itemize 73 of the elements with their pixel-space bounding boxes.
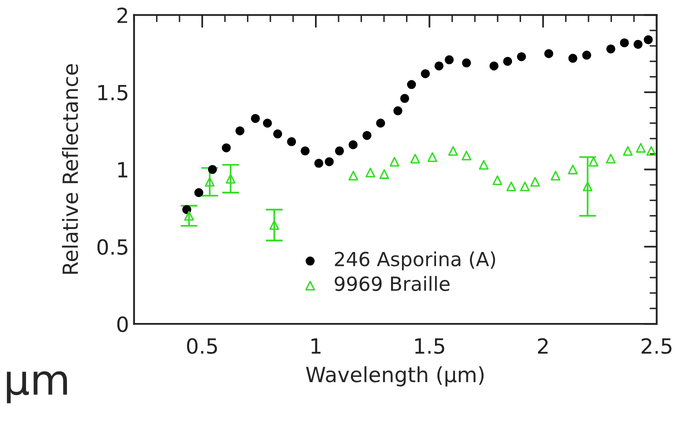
point bbox=[222, 143, 231, 152]
point bbox=[582, 182, 592, 192]
point bbox=[516, 52, 526, 62]
point bbox=[636, 142, 646, 153]
point bbox=[390, 156, 400, 167]
point bbox=[530, 176, 540, 187]
point bbox=[644, 35, 653, 44]
point bbox=[208, 164, 217, 174]
point bbox=[362, 130, 372, 140]
y-axis-title: Relative Reflectance bbox=[62, 64, 78, 274]
point bbox=[606, 44, 616, 54]
point bbox=[478, 160, 489, 170]
point bbox=[300, 146, 310, 156]
point bbox=[444, 55, 454, 64]
x-tick-label: 2.5 bbox=[642, 338, 672, 354]
point bbox=[314, 158, 324, 168]
point bbox=[273, 129, 282, 138]
point bbox=[588, 156, 598, 167]
point bbox=[250, 114, 260, 123]
point bbox=[407, 80, 416, 90]
point bbox=[503, 56, 512, 66]
point bbox=[334, 146, 344, 156]
point bbox=[544, 49, 554, 58]
point bbox=[262, 118, 272, 128]
point bbox=[366, 168, 376, 178]
point bbox=[489, 61, 498, 70]
point bbox=[506, 182, 516, 192]
point bbox=[428, 152, 438, 162]
point bbox=[400, 94, 410, 103]
point bbox=[348, 170, 358, 180]
point bbox=[269, 220, 280, 230]
y-tick-label: 1.5 bbox=[98, 84, 128, 100]
point bbox=[226, 174, 236, 184]
point bbox=[622, 146, 633, 156]
y-tick-label: 0 bbox=[117, 316, 128, 332]
point bbox=[606, 154, 616, 164]
point bbox=[204, 176, 215, 187]
point bbox=[434, 61, 444, 70]
point bbox=[194, 188, 204, 198]
point bbox=[550, 170, 560, 180]
point bbox=[462, 58, 471, 68]
point bbox=[568, 54, 578, 63]
text: µm bbox=[6, 371, 67, 404]
point bbox=[287, 137, 296, 146]
point bbox=[568, 164, 578, 174]
point bbox=[646, 146, 656, 156]
point bbox=[582, 50, 592, 60]
point bbox=[420, 69, 430, 78]
point bbox=[182, 205, 192, 214]
point bbox=[348, 140, 358, 150]
point bbox=[520, 182, 530, 192]
point bbox=[492, 175, 502, 186]
point bbox=[393, 106, 402, 116]
point bbox=[410, 154, 420, 164]
point bbox=[324, 157, 334, 166]
point bbox=[235, 126, 244, 136]
point bbox=[376, 118, 386, 128]
y-tick-label: 1 bbox=[118, 162, 128, 178]
x-tick-label: 0.5 bbox=[187, 338, 217, 354]
legend-label: 246 Asporina (A) bbox=[334, 251, 496, 270]
x-tick-label: 1.5 bbox=[415, 338, 444, 354]
point bbox=[448, 146, 458, 156]
y-tick-label: 2 bbox=[117, 7, 128, 23]
x-tick-label: 2 bbox=[538, 338, 548, 354]
point bbox=[620, 38, 629, 48]
y-tick-label: 0.5 bbox=[97, 239, 128, 255]
x-tick-label: 1 bbox=[311, 338, 321, 354]
point bbox=[462, 150, 472, 160]
point bbox=[379, 169, 390, 179]
legend-label: 9969 Braille bbox=[334, 276, 450, 292]
point bbox=[634, 40, 643, 49]
x-axis-title: Wavelength (µm) bbox=[306, 366, 484, 386]
point bbox=[184, 210, 194, 221]
